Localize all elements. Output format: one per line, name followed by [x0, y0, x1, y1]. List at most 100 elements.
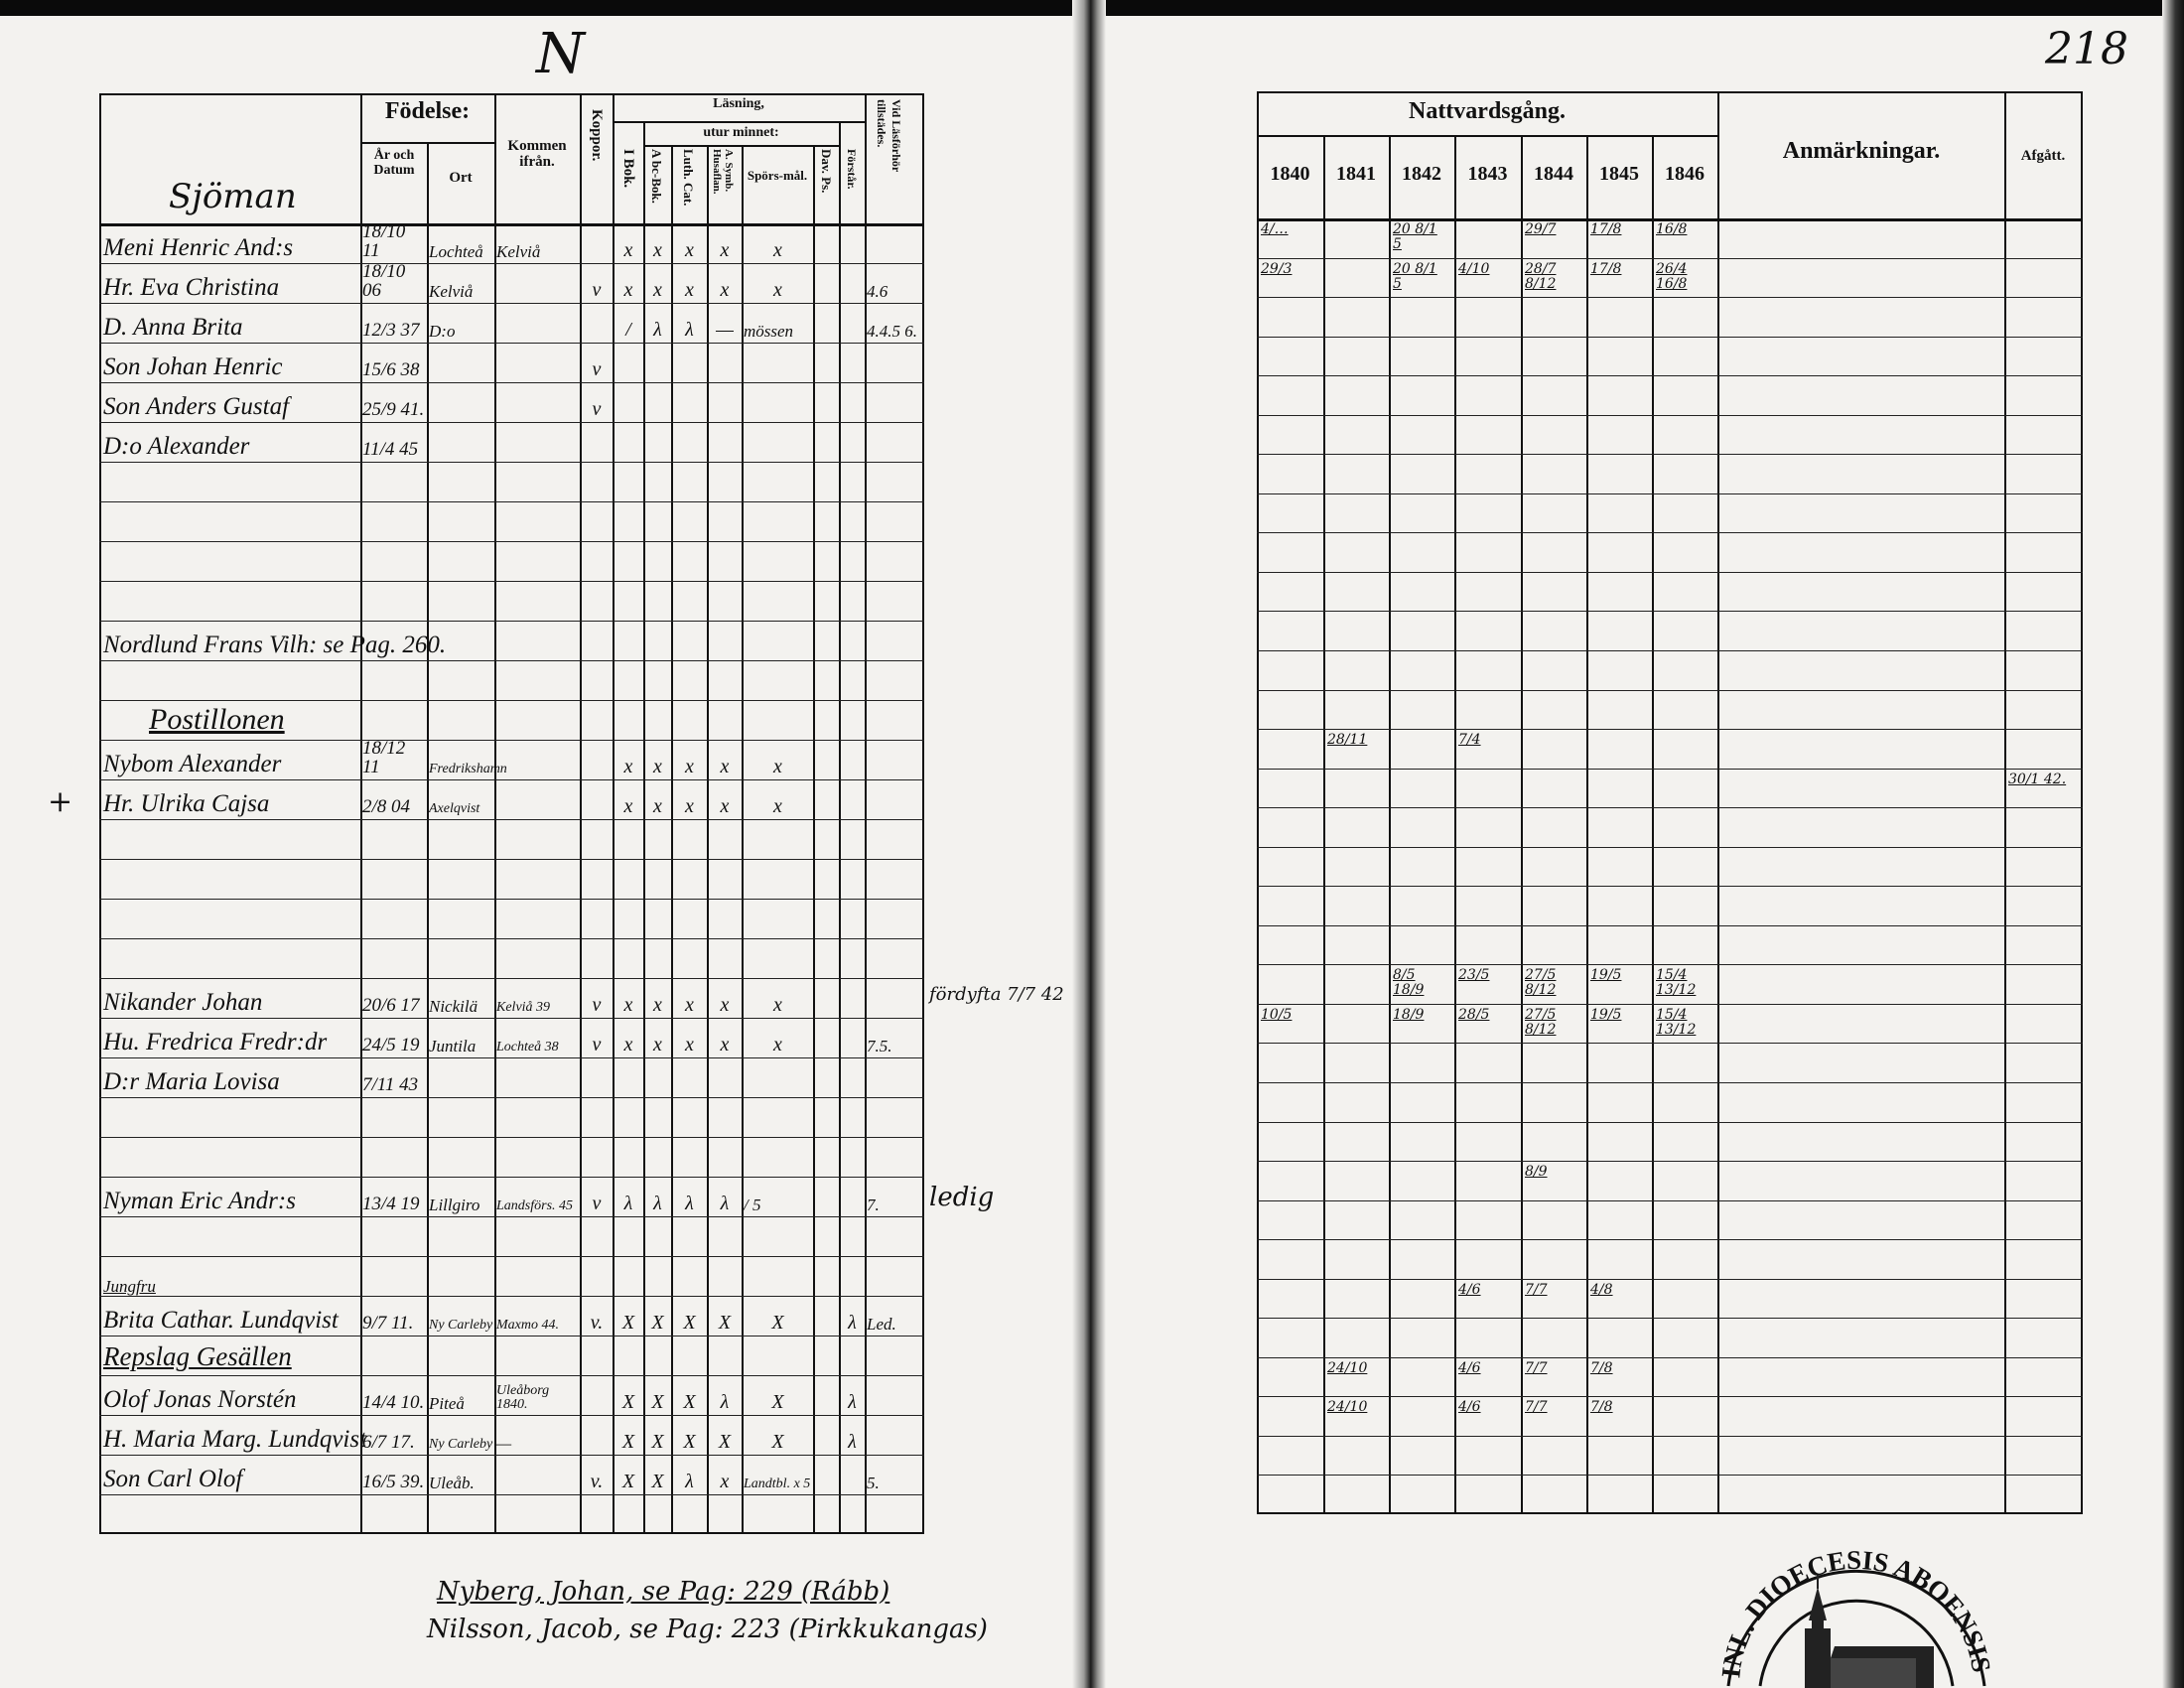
- row-rule: [1257, 1435, 2083, 1437]
- communion-date: 19/5: [1590, 1006, 1622, 1023]
- row-rule: [1257, 454, 2083, 456]
- communion-date: 28/7 8/12: [1525, 260, 1557, 292]
- luth-cell: x: [685, 239, 694, 261]
- communion-date: 7/8: [1590, 1359, 1613, 1376]
- abc-cell: X: [651, 1312, 664, 1334]
- row-rule: [1257, 964, 2083, 966]
- person-name: D:r Maria Lovisa: [103, 1068, 280, 1095]
- abc-cell: x: [653, 1034, 662, 1055]
- header-kommen-ifran: Kommen ifrån.: [507, 138, 567, 170]
- column-rule: [1586, 135, 1588, 1514]
- row-rule: [99, 1375, 924, 1376]
- luth-cell: x: [685, 279, 694, 301]
- person-name: Olof Jonas Norstén: [103, 1386, 297, 1413]
- koppor-cell: v: [592, 279, 602, 301]
- column-rule: [360, 93, 362, 1534]
- year-header: 1841: [1336, 163, 1376, 185]
- symb-cell: —: [716, 319, 734, 341]
- row-rule: [99, 700, 924, 701]
- luth-cell: x: [685, 1034, 694, 1055]
- luth-cell: X: [683, 1312, 696, 1334]
- date-cell: 13/4 19: [362, 1194, 420, 1214]
- communion-date: 8/9: [1525, 1164, 1548, 1181]
- column-rule: [2004, 91, 2006, 1514]
- row-rule: [99, 1177, 924, 1178]
- header-dav-ps: Dav. Ps.: [819, 149, 834, 194]
- row-rule: [99, 462, 924, 463]
- person-name: Son Carl Olof: [103, 1466, 243, 1492]
- column-rule: [707, 145, 709, 1534]
- year-header: 1842: [1402, 163, 1441, 185]
- header-fodelse: Födelse:: [384, 98, 471, 124]
- spors-cell: x: [773, 756, 782, 777]
- row-rule: [99, 1216, 924, 1217]
- communion-date: 20 8/1 5: [1393, 260, 1437, 292]
- year-header: 1846: [1665, 163, 1705, 185]
- ort-cell: Ny Carleby: [429, 1318, 493, 1333]
- spors-cell: x: [773, 795, 782, 817]
- ibok-cell: X: [621, 1312, 635, 1334]
- row-rule: [1257, 492, 2083, 494]
- abc-cell: X: [651, 1391, 664, 1413]
- row-rule: [99, 1137, 924, 1138]
- row-rule: [1257, 532, 2083, 534]
- communion-date: 18/9: [1393, 1006, 1425, 1023]
- row-rule: [99, 779, 924, 780]
- year-header: 1845: [1599, 163, 1639, 185]
- abc-cell: x: [653, 239, 662, 261]
- kommen-cell: Landsförs. 45: [496, 1198, 574, 1213]
- person-name: D:o Alexander: [103, 433, 250, 460]
- person-name: Hr. Eva Christina: [103, 274, 280, 301]
- date-cell: 14/4 10.: [362, 1392, 425, 1413]
- ort-cell: Ny Carleby: [429, 1437, 493, 1452]
- header-forstar: Förstår.: [845, 149, 859, 190]
- column-rule: [839, 121, 841, 1534]
- via-cell: Led.: [867, 1315, 896, 1334]
- row-rule: [99, 621, 924, 622]
- column-rule: [1652, 135, 1654, 1514]
- person-name: H. Maria Marg. Lundqvist: [103, 1426, 367, 1453]
- section-heading: Sjöman: [169, 177, 297, 216]
- header-divider: [99, 223, 924, 226]
- symb-cell: x: [720, 1471, 730, 1492]
- communion-date: 4/8: [1590, 1281, 1613, 1298]
- column-rule: [1389, 135, 1391, 1514]
- book-gutter: [1072, 0, 1106, 1688]
- date-cell: 12/3 37: [362, 320, 420, 341]
- communion-date: 23/5: [1458, 967, 1490, 984]
- spors-cell: x: [773, 239, 782, 261]
- row-rule: [99, 263, 924, 264]
- margin-note: ledig: [929, 1183, 995, 1212]
- symb-cell: x: [720, 994, 730, 1016]
- spors-cell: x: [773, 994, 782, 1016]
- communion-date: 24/10: [1327, 1359, 1368, 1376]
- afgatt-entry: 30/1 42.: [2008, 771, 2067, 787]
- abc-cell: x: [653, 994, 662, 1016]
- column-rule: [1717, 91, 1719, 1514]
- row-rule: [99, 938, 924, 939]
- luth-cell: x: [685, 795, 694, 817]
- row-rule: [1257, 1278, 2083, 1280]
- row-rule: [99, 382, 924, 383]
- ibok-cell: X: [621, 1431, 635, 1453]
- row-rule: [1257, 650, 2083, 651]
- row-rule: [1257, 297, 2083, 299]
- communion-date: 20 8/1 5: [1393, 221, 1437, 252]
- row-rule: [1257, 768, 2083, 770]
- utur-minnet-divider: [643, 145, 839, 147]
- date-cell: 25/9 41.: [362, 399, 425, 420]
- row-rule: [1257, 375, 2083, 377]
- luth-cell: X: [683, 1391, 696, 1413]
- row-rule: [99, 422, 924, 423]
- communion-date: 24/10: [1327, 1399, 1368, 1416]
- communion-date: 10/5: [1261, 1006, 1293, 1023]
- koppor-cell: v: [592, 994, 602, 1016]
- row-rule: [1257, 1396, 2083, 1398]
- kommen-cell: Kelviå 39: [496, 1000, 551, 1015]
- abc-cell: x: [653, 756, 662, 777]
- column-rule: [1454, 135, 1456, 1514]
- communion-date: 27/5 8/12: [1525, 1006, 1557, 1038]
- page-number: 218: [2045, 24, 2128, 74]
- communion-date: 4/…: [1261, 221, 1289, 237]
- row-rule: [99, 501, 924, 502]
